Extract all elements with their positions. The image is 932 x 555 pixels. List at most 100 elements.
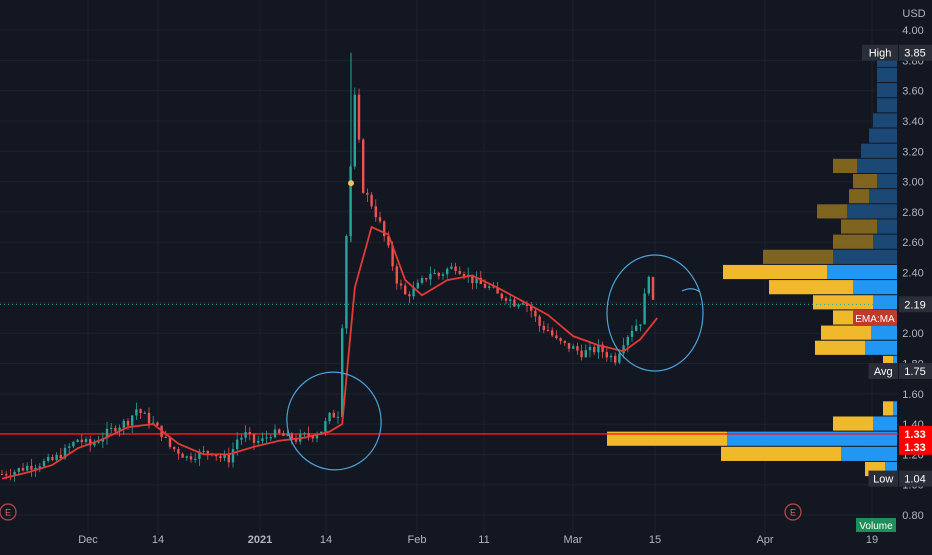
candle-body: [412, 288, 415, 297]
profile-bar-up: [817, 204, 847, 219]
candle-body: [38, 466, 41, 468]
candle-body: [362, 139, 365, 193]
candle-body: [622, 345, 625, 354]
ema-badge-box: [853, 309, 897, 326]
candle-body: [542, 325, 545, 331]
price-badges: High 3.85 2.19 EMA:MA Avg 1.75 1.331.33 Low 1.04…: [853, 44, 932, 532]
candle-body: [257, 440, 260, 443]
earnings-marker-letter: E: [790, 508, 796, 518]
profile-bar-up: [769, 280, 853, 295]
price-tick-label: 3.00: [902, 177, 923, 189]
candle-body: [181, 453, 184, 458]
badge-label-box: [868, 363, 898, 380]
candle-body: [378, 217, 382, 222]
price-badge-value: 2.19: [904, 299, 925, 311]
candle-body: [311, 436, 314, 439]
candle-body: [236, 439, 239, 450]
candle-body: [345, 236, 348, 329]
candle-body: [324, 421, 327, 432]
volume-label: Volume: [859, 521, 893, 532]
profile-bar-down: [827, 264, 897, 280]
annotation-circle-left: [286, 371, 382, 471]
candle-body: [441, 274, 445, 276]
time-tick-label: 19: [866, 534, 878, 546]
candle-body: [189, 456, 193, 460]
annotation-layer[interactable]: [276, 254, 704, 480]
candle-body: [534, 310, 537, 317]
currency-label[interactable]: USD: [902, 8, 925, 20]
candle-body: [450, 266, 453, 269]
candle-body: [282, 433, 285, 436]
profile-bar-up: [883, 355, 893, 371]
earnings-marker-icon: [784, 503, 802, 521]
annotation-circle-right: [606, 254, 704, 372]
price-badge-box: [899, 296, 932, 313]
price-candles: [0, 52, 898, 482]
profile-bar-down: [873, 113, 897, 128]
candle-body: [42, 460, 46, 467]
candle-body: [584, 350, 587, 358]
candle-body: [68, 446, 71, 448]
candle-body: [433, 272, 436, 274]
candle-body: [446, 268, 449, 275]
candle-body: [567, 342, 571, 349]
candle-body: [244, 432, 247, 438]
price-badge-value: 1.04: [904, 474, 925, 486]
price-badge-box: [899, 425, 932, 442]
profile-bar-up: [883, 401, 893, 416]
candle-body: [147, 412, 151, 424]
price-tick-label: 3.60: [902, 86, 923, 98]
candle-body: [307, 433, 310, 437]
profile-bar-down: [877, 83, 897, 98]
candle-body: [458, 270, 461, 274]
candle-body: [366, 192, 369, 195]
event-marker: [348, 180, 354, 187]
badge-label-text: High: [869, 48, 892, 60]
candle-body: [93, 442, 96, 446]
price-badge-value: 3.85: [904, 48, 925, 60]
profile-bar-down: [877, 219, 897, 234]
candle-body: [509, 299, 512, 301]
candle-body: [593, 347, 596, 353]
time-axis[interactable]: Dec 14 2021 14 Feb 11 Mar 15 Apr 19 E E: [0, 503, 878, 546]
profile-bar-up: [853, 173, 877, 189]
candle-body: [500, 293, 503, 299]
candle-body: [80, 439, 83, 443]
price-tick-label: 2.60: [902, 237, 923, 249]
candle-body: [17, 468, 20, 472]
candle-body: [635, 325, 638, 331]
time-tick-label: 14: [320, 534, 332, 546]
time-tick-label: 2021: [248, 534, 272, 546]
price-badge-box: [899, 44, 932, 61]
candle-body: [26, 465, 29, 471]
candle-body: [504, 298, 508, 301]
profile-bar-down: [877, 67, 897, 83]
candle-body: [89, 439, 92, 446]
badge-label-box: [868, 470, 898, 487]
candle-body: [110, 427, 113, 429]
candle-body: [173, 446, 176, 450]
candle-body: [580, 350, 583, 358]
candle-body: [290, 433, 293, 440]
badge-label-text: Avg: [874, 366, 893, 378]
candle-body: [328, 412, 331, 422]
ema-line-layer: [1, 180, 658, 480]
candle-body: [231, 449, 235, 463]
candle-body: [76, 439, 79, 442]
profile-bar-down: [873, 416, 897, 431]
candle-body: [194, 458, 197, 460]
candle-body: [118, 427, 121, 432]
price-tick-label: 0.80: [902, 510, 923, 522]
candle-body: [513, 299, 516, 307]
candle-body: [278, 429, 281, 434]
candle-body: [13, 471, 16, 476]
candle-body: [639, 324, 642, 326]
profile-bar-up: [813, 295, 873, 310]
candle-body: [34, 467, 37, 470]
candle-body: [51, 457, 54, 461]
candle-body: [496, 287, 499, 294]
candle-body: [605, 352, 608, 358]
profile-bar-down: [893, 355, 897, 371]
